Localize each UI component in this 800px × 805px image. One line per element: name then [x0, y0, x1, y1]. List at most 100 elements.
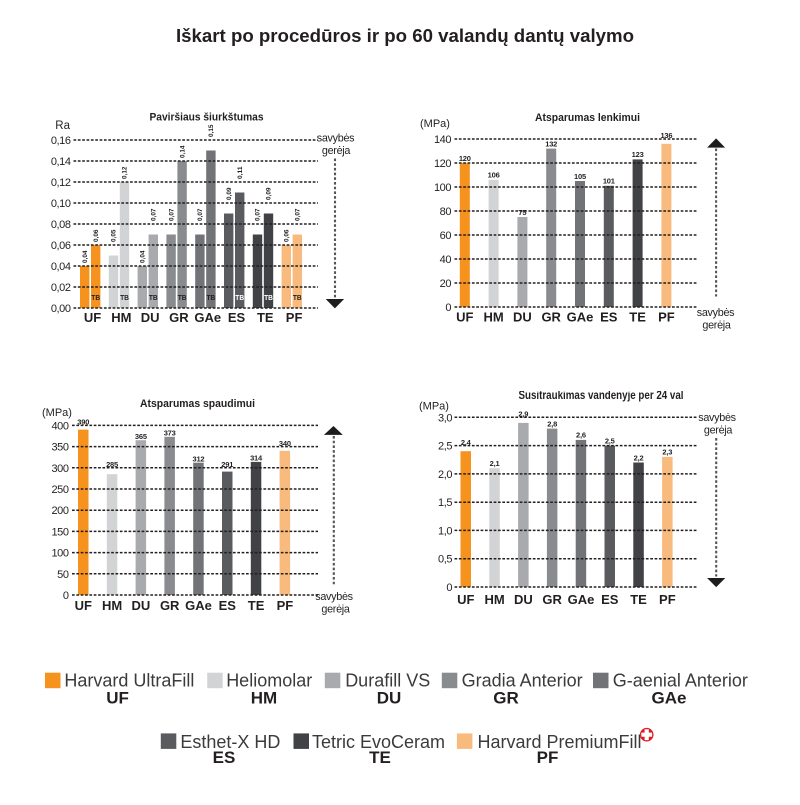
- svg-text:0,05: 0,05: [111, 229, 118, 242]
- svg-text:UF: UF: [106, 689, 129, 708]
- svg-text:TE: TE: [257, 310, 274, 325]
- svg-text:(MPa): (MPa): [42, 407, 72, 419]
- svg-text:123: 123: [632, 150, 644, 159]
- svg-text:savybės: savybės: [317, 133, 355, 145]
- svg-text:GR: GR: [169, 310, 189, 325]
- svg-text:ES: ES: [213, 748, 236, 767]
- svg-text:HM: HM: [111, 310, 131, 325]
- svg-text:gerėja: gerėja: [702, 320, 731, 332]
- svg-text:TB: TB: [149, 293, 158, 302]
- svg-text:80: 80: [440, 206, 452, 218]
- svg-text:100: 100: [434, 182, 451, 194]
- svg-text:GR: GR: [542, 592, 562, 607]
- svg-text:DU: DU: [514, 592, 533, 607]
- svg-text:PF: PF: [277, 598, 294, 613]
- svg-text:TE: TE: [630, 592, 647, 607]
- svg-text:savybės: savybės: [697, 307, 735, 319]
- svg-text:0,02: 0,02: [51, 282, 71, 294]
- svg-text:0,07: 0,07: [168, 208, 175, 221]
- svg-text:savybės: savybės: [698, 412, 736, 424]
- svg-text:0,06: 0,06: [51, 240, 71, 252]
- svg-text:300: 300: [51, 463, 68, 475]
- svg-text:Ra: Ra: [55, 120, 70, 132]
- svg-text:TB: TB: [264, 293, 273, 302]
- svg-text:140: 140: [434, 134, 451, 146]
- svg-text:40: 40: [440, 254, 452, 266]
- svg-text:0,09: 0,09: [226, 187, 233, 200]
- svg-text:291: 291: [221, 460, 233, 469]
- svg-text:312: 312: [192, 454, 204, 463]
- svg-text:TB: TB: [207, 293, 216, 302]
- svg-text:HM: HM: [484, 592, 504, 607]
- svg-text:Iškart po procedūros ir po 60: Iškart po procedūros ir po 60 valandų da…: [176, 26, 634, 46]
- svg-text:GR: GR: [541, 310, 561, 325]
- svg-text:TB: TB: [178, 293, 187, 302]
- svg-text:106: 106: [488, 171, 500, 180]
- svg-text:GAe: GAe: [568, 592, 595, 607]
- svg-text:TB: TB: [120, 293, 129, 302]
- svg-text:0,14: 0,14: [51, 156, 71, 168]
- svg-text:101: 101: [603, 177, 615, 186]
- svg-text:0: 0: [445, 302, 451, 314]
- svg-text:0,00: 0,00: [51, 303, 71, 315]
- svg-text:120: 120: [434, 158, 451, 170]
- svg-text:TE: TE: [629, 310, 646, 325]
- svg-text:340: 340: [279, 439, 291, 448]
- svg-text:PF: PF: [659, 592, 676, 607]
- svg-text:132: 132: [545, 139, 557, 148]
- svg-text:Paviršiaus šiurkštumas: Paviršiaus šiurkštumas: [150, 112, 264, 124]
- svg-text:2,8: 2,8: [547, 419, 557, 428]
- svg-text:PF: PF: [537, 748, 559, 767]
- svg-text:0,07: 0,07: [255, 208, 262, 221]
- svg-text:HM: HM: [251, 689, 277, 708]
- svg-text:0,07: 0,07: [151, 208, 158, 221]
- svg-text:314: 314: [250, 453, 263, 462]
- svg-text:2,0: 2,0: [438, 469, 452, 481]
- svg-text:TE: TE: [248, 598, 265, 613]
- svg-text:150: 150: [51, 526, 68, 538]
- svg-text:365: 365: [135, 432, 147, 441]
- svg-text:0,04: 0,04: [140, 250, 147, 263]
- svg-text:Tetric EvoCeram: Tetric EvoCeram: [312, 732, 445, 752]
- svg-text:PF: PF: [658, 310, 675, 325]
- svg-text:gerėja: gerėja: [321, 604, 350, 616]
- svg-text:UF: UF: [84, 310, 101, 325]
- svg-text:2,5: 2,5: [605, 436, 615, 445]
- svg-text:gerėja: gerėja: [704, 425, 733, 437]
- svg-text:TB: TB: [91, 293, 100, 302]
- svg-text:Durafill VS: Durafill VS: [345, 671, 430, 691]
- svg-text:2,2: 2,2: [634, 453, 644, 462]
- svg-text:0,10: 0,10: [51, 198, 71, 210]
- svg-text:HM: HM: [483, 310, 503, 325]
- svg-text:Atsparumas spaudimui: Atsparumas spaudimui: [140, 398, 255, 410]
- svg-text:0,16: 0,16: [51, 135, 71, 147]
- svg-text:400: 400: [51, 420, 68, 432]
- svg-text:Harvard UltraFill: Harvard UltraFill: [64, 671, 194, 691]
- svg-text:2,5: 2,5: [438, 441, 452, 453]
- svg-text:(MPa): (MPa): [420, 118, 450, 130]
- svg-text:DU: DU: [132, 598, 151, 613]
- svg-text:20: 20: [440, 278, 452, 290]
- svg-text:G-aenial Anterior: G-aenial Anterior: [613, 671, 748, 691]
- svg-text:TE: TE: [369, 748, 391, 767]
- svg-text:Heliomolar: Heliomolar: [226, 671, 312, 691]
- svg-text:3,0: 3,0: [438, 412, 452, 424]
- svg-text:2,6: 2,6: [576, 431, 586, 440]
- svg-text:2,3: 2,3: [662, 448, 672, 457]
- svg-text:ES: ES: [601, 592, 619, 607]
- svg-text:ES: ES: [228, 310, 246, 325]
- svg-text:0,06: 0,06: [284, 229, 291, 242]
- svg-text:(MPa): (MPa): [419, 401, 449, 413]
- svg-text:savybės: savybės: [315, 591, 353, 603]
- svg-text:0,04: 0,04: [82, 250, 89, 263]
- svg-text:0,15: 0,15: [208, 124, 215, 137]
- svg-text:0: 0: [446, 582, 452, 594]
- svg-text:0,12: 0,12: [51, 177, 71, 189]
- svg-text:GAe: GAe: [567, 310, 594, 325]
- svg-text:DU: DU: [141, 310, 160, 325]
- svg-text:50: 50: [57, 569, 69, 581]
- svg-text:GR: GR: [493, 689, 519, 708]
- svg-text:250: 250: [51, 484, 68, 496]
- svg-text:DU: DU: [513, 310, 532, 325]
- svg-text:GAe: GAe: [185, 598, 212, 613]
